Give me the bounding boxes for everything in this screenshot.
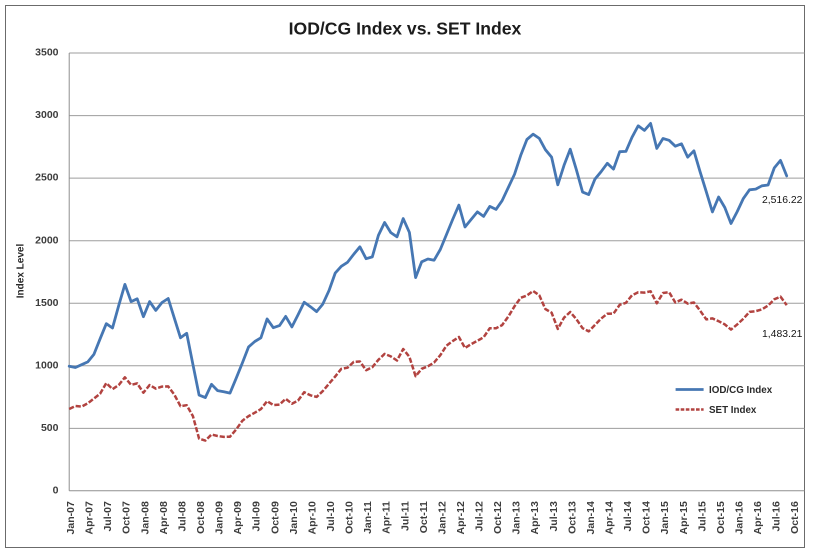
svg-text:Index Level: Index Level: [16, 244, 27, 299]
svg-text:Jan-14: Jan-14: [585, 501, 597, 534]
svg-text:Jan-09: Jan-09: [214, 501, 226, 534]
svg-text:Oct-15: Oct-15: [715, 501, 727, 534]
svg-text:Jan-08: Jan-08: [139, 501, 151, 534]
svg-text:Jan-10: Jan-10: [288, 501, 300, 534]
svg-text:Oct-10: Oct-10: [344, 501, 356, 534]
svg-text:Oct-09: Oct-09: [269, 501, 281, 534]
svg-text:1000: 1000: [35, 359, 59, 371]
svg-text:Oct-12: Oct-12: [492, 501, 504, 534]
svg-text:2000: 2000: [35, 234, 59, 246]
svg-text:Jul-12: Jul-12: [474, 501, 486, 532]
svg-text:1500: 1500: [35, 297, 59, 309]
svg-text:Jan-07: Jan-07: [65, 501, 77, 534]
svg-text:Jul-16: Jul-16: [771, 501, 783, 532]
svg-text:Oct-07: Oct-07: [121, 501, 133, 534]
svg-text:Apr-12: Apr-12: [455, 501, 467, 534]
svg-text:Apr-14: Apr-14: [604, 501, 616, 534]
svg-text:Jan-12: Jan-12: [436, 501, 448, 534]
svg-text:Apr-10: Apr-10: [306, 501, 318, 534]
svg-text:Jul-13: Jul-13: [548, 501, 560, 532]
svg-text:Jan-13: Jan-13: [511, 501, 523, 534]
svg-text:Jul-15: Jul-15: [696, 501, 708, 532]
svg-text:Oct-14: Oct-14: [641, 501, 653, 534]
svg-text:Jul-11: Jul-11: [399, 501, 411, 531]
svg-text:1,483.21: 1,483.21: [762, 329, 803, 340]
svg-text:Apr-08: Apr-08: [158, 501, 170, 534]
svg-text:Oct-11: Oct-11: [418, 501, 430, 533]
svg-text:Jul-10: Jul-10: [325, 501, 337, 532]
svg-text:3500: 3500: [35, 47, 59, 59]
svg-text:IOD/CG Index: IOD/CG Index: [709, 385, 773, 396]
svg-text:IOD/CG Index vs. SET Index: IOD/CG Index vs. SET Index: [289, 19, 522, 39]
svg-text:Apr-11: Apr-11: [381, 501, 393, 534]
svg-text:Apr-09: Apr-09: [232, 501, 244, 534]
svg-text:Jan-15: Jan-15: [659, 501, 671, 534]
svg-text:Oct-08: Oct-08: [195, 501, 207, 534]
svg-text:2500: 2500: [35, 172, 59, 184]
svg-text:Apr-13: Apr-13: [529, 501, 541, 534]
svg-text:Jul-09: Jul-09: [251, 501, 263, 532]
svg-text:Apr-15: Apr-15: [678, 501, 690, 534]
svg-text:Apr-16: Apr-16: [752, 501, 764, 534]
svg-text:Oct-16: Oct-16: [789, 501, 801, 534]
svg-text:Jan-16: Jan-16: [734, 501, 746, 534]
svg-text:Oct-13: Oct-13: [566, 501, 578, 534]
svg-text:2,516.22: 2,516.22: [762, 195, 803, 206]
svg-text:Jul-07: Jul-07: [102, 501, 114, 532]
svg-text:SET Index: SET Index: [709, 405, 757, 416]
svg-text:Jul-14: Jul-14: [622, 501, 634, 532]
svg-text:Jan-11: Jan-11: [362, 501, 374, 534]
svg-text:500: 500: [41, 422, 59, 434]
svg-text:Apr-07: Apr-07: [84, 501, 96, 534]
svg-text:Jul-08: Jul-08: [176, 501, 188, 532]
svg-text:3000: 3000: [35, 109, 59, 121]
svg-text:0: 0: [53, 485, 59, 497]
